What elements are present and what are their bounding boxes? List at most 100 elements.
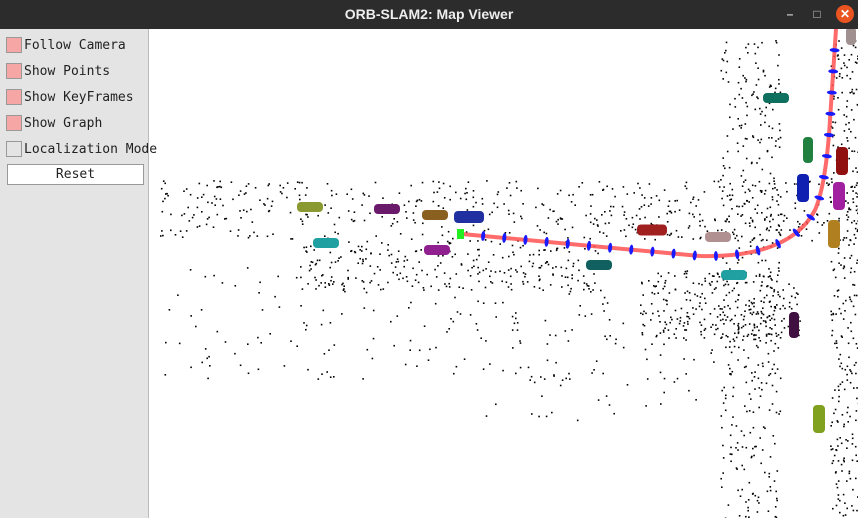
map-point [729, 268, 731, 270]
map-point [851, 88, 854, 91]
map-point [685, 276, 688, 279]
map-point [450, 318, 452, 320]
map-point [213, 180, 215, 182]
map-point [512, 251, 514, 254]
map-point [774, 506, 777, 508]
checkbox-box[interactable] [6, 141, 22, 157]
map-point [745, 157, 748, 160]
map-point [686, 270, 689, 272]
follow-camera-checkbox[interactable]: Follow Camera [6, 35, 126, 55]
map-point [727, 336, 729, 338]
car-object [374, 204, 400, 214]
map-point [740, 215, 742, 217]
map-point [771, 127, 774, 130]
minimize-icon[interactable]: – [786, 7, 794, 21]
map-point [388, 254, 390, 257]
map-point [830, 260, 833, 263]
map-point [795, 292, 798, 294]
map-point [778, 225, 781, 227]
map-point [449, 185, 451, 188]
car-object [297, 202, 323, 212]
localization-mode-checkbox[interactable]: Localization Mode [6, 139, 157, 159]
map-point [387, 244, 389, 246]
map-point [685, 339, 687, 341]
map-point [570, 201, 573, 203]
map-point [716, 272, 719, 275]
map-point [217, 186, 219, 188]
map-point [641, 333, 644, 336]
map-point [766, 239, 768, 241]
map-point [187, 206, 189, 209]
map-point [853, 186, 856, 188]
map-point [711, 281, 713, 283]
map-point [706, 230, 709, 232]
map-point [765, 325, 767, 328]
map-point [774, 91, 776, 94]
map-point [834, 472, 837, 474]
map-point [547, 263, 550, 266]
map-point [390, 253, 393, 256]
map-point [713, 180, 716, 183]
map-point [593, 273, 595, 275]
map-point [162, 234, 164, 237]
map-point [531, 413, 533, 415]
map-point [403, 204, 406, 206]
map-point [644, 348, 647, 351]
map-point [572, 193, 574, 196]
map-point [777, 214, 780, 216]
reset-button[interactable]: Reset [7, 164, 144, 185]
checkbox-box[interactable] [6, 115, 22, 131]
show-points-checkbox[interactable]: Show Points [6, 61, 110, 81]
map-point [519, 342, 522, 344]
map-point [842, 493, 845, 496]
map-point [830, 310, 832, 313]
map-point [722, 311, 724, 314]
map-point [775, 140, 777, 142]
keyframes [481, 48, 840, 261]
checkbox-box[interactable] [6, 63, 22, 79]
map-point [768, 409, 771, 411]
map-point [675, 337, 677, 339]
map-point [642, 313, 644, 316]
map-point [281, 192, 283, 195]
map-point [300, 266, 302, 268]
map-point [414, 221, 416, 224]
map-point [780, 213, 783, 216]
map-point [764, 218, 766, 220]
map-point [196, 206, 199, 209]
map-point [350, 188, 353, 191]
map-point [578, 314, 581, 316]
map-viewport[interactable] [150, 29, 858, 518]
car-object [637, 224, 667, 236]
map-point [704, 302, 707, 304]
map-point [279, 191, 282, 193]
map-point [368, 195, 370, 197]
map-point [845, 237, 848, 239]
close-icon[interactable]: ✕ [836, 5, 854, 23]
map-point [225, 217, 228, 220]
map-point [729, 199, 731, 201]
map-point [797, 220, 799, 223]
show-keyframes-checkbox[interactable]: Show KeyFrames [6, 87, 134, 107]
map-point [844, 502, 846, 504]
map-point [742, 339, 744, 341]
map-point [305, 250, 307, 252]
checkbox-box[interactable] [6, 37, 22, 53]
maximize-icon[interactable]: □ [813, 7, 821, 21]
map-point [455, 365, 458, 368]
map-point [190, 315, 192, 317]
map-point [495, 316, 497, 318]
show-graph-checkbox[interactable]: Show Graph [6, 113, 102, 133]
checkbox-box[interactable] [6, 89, 22, 105]
map-point [736, 142, 739, 144]
map-point [759, 189, 762, 192]
map-point [529, 254, 531, 256]
map-point [772, 435, 775, 437]
map-point [584, 315, 587, 317]
map-point [564, 276, 567, 278]
map-point [669, 210, 672, 213]
map-point [748, 393, 751, 395]
keyframe [814, 195, 825, 201]
map-point [718, 186, 721, 188]
keyframe [829, 48, 840, 53]
